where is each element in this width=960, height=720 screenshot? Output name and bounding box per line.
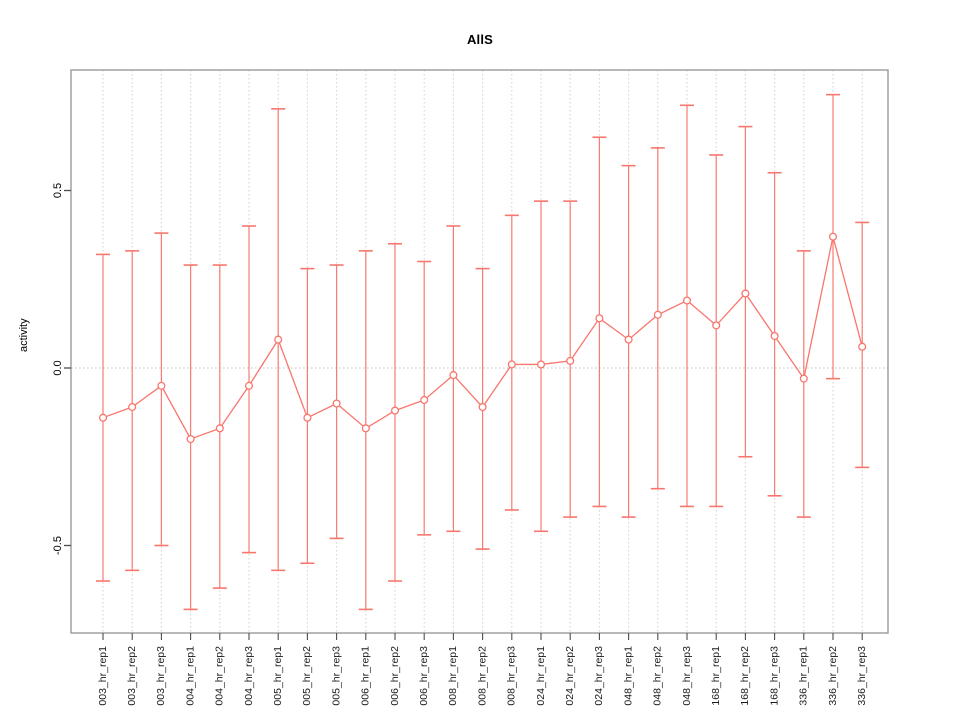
svg-text:005_hr_rep2: 005_hr_rep2 [301, 646, 313, 706]
svg-text:024_hr_rep2: 024_hr_rep2 [564, 646, 576, 706]
svg-text:048_hr_rep3: 048_hr_rep3 [681, 646, 693, 706]
svg-text:048_hr_rep1: 048_hr_rep1 [622, 646, 634, 706]
svg-text:168_hr_rep2: 168_hr_rep2 [739, 646, 751, 706]
svg-text:336_hr_rep3: 336_hr_rep3 [856, 646, 868, 706]
svg-text:005_hr_rep3: 005_hr_rep3 [330, 646, 342, 706]
svg-text:003_hr_rep2: 003_hr_rep2 [126, 646, 138, 706]
svg-text:168_hr_rep1: 168_hr_rep1 [710, 646, 722, 706]
svg-text:008_hr_rep1: 008_hr_rep1 [447, 646, 459, 706]
svg-text:003_hr_rep1: 003_hr_rep1 [97, 646, 109, 706]
svg-text:004_hr_rep1: 004_hr_rep1 [184, 646, 196, 706]
svg-text:168_hr_rep3: 168_hr_rep3 [768, 646, 780, 706]
svg-text:008_hr_rep2: 008_hr_rep2 [476, 646, 488, 706]
svg-text:-0.5: -0.5 [52, 536, 64, 555]
svg-text:006_hr_rep1: 006_hr_rep1 [360, 646, 372, 706]
y-axis: -0.5 0.0 0.5 [52, 183, 71, 555]
svg-text:004_hr_rep2: 004_hr_rep2 [214, 646, 226, 706]
svg-text:0.0: 0.0 [52, 360, 64, 375]
svg-text:006_hr_rep3: 006_hr_rep3 [418, 646, 430, 706]
error-bars [96, 93, 870, 611]
svg-text:005_hr_rep1: 005_hr_rep1 [272, 646, 284, 706]
svg-text:024_hr_rep1: 024_hr_rep1 [535, 646, 547, 706]
svg-text:0.5: 0.5 [52, 183, 64, 198]
data-point-markers [98, 232, 867, 444]
svg-text:024_hr_rep3: 024_hr_rep3 [593, 646, 605, 706]
svg-text:336_hr_rep2: 336_hr_rep2 [827, 646, 839, 706]
svg-text:003_hr_rep3: 003_hr_rep3 [155, 646, 167, 706]
page-title: AllS [466, 32, 494, 47]
x-axis: 003_hr_rep1 003_hr_rep2 003_hr_rep3 004_hr_… [97, 633, 868, 706]
svg-text:006_hr_rep2: 006_hr_rep2 [389, 646, 401, 706]
svg-text:336_hr_rep1: 336_hr_rep1 [798, 646, 810, 706]
svg-text:004_hr_rep3: 004_hr_rep3 [243, 646, 255, 706]
svg-text:008_hr_rep3: 008_hr_rep3 [506, 646, 518, 706]
svg-text:048_hr_rep2: 048_hr_rep2 [652, 646, 664, 706]
plot-frame [70, 69, 889, 634]
